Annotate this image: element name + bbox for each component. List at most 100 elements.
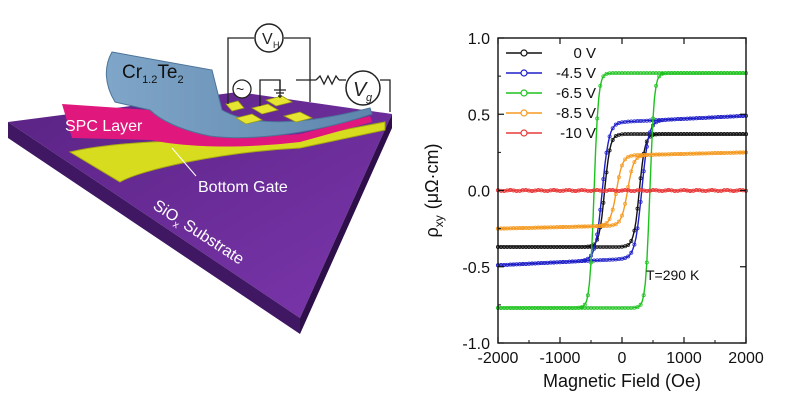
legend: 0 V -4.5 V -6.5 V -8.5 V -10 V: [506, 45, 596, 142]
series-line: [497, 115, 747, 266]
circuit-wires: [227, 37, 391, 112]
data-point: [595, 232, 600, 237]
y-axis-label: ρxy(μΩ·cm): [422, 143, 446, 237]
data-point: [610, 138, 615, 142]
data-point: [582, 302, 587, 307]
legend-marker: [520, 89, 528, 97]
series-line: [498, 151, 746, 230]
data-point: [638, 302, 643, 307]
data-point: [620, 163, 624, 168]
legend-marker: [520, 49, 528, 57]
vg-subscript: g: [366, 92, 373, 104]
data-point: [635, 305, 640, 310]
data-point: [601, 177, 606, 182]
data-point: [607, 216, 612, 221]
x-tick-label: -1000: [540, 350, 581, 367]
data-point: [635, 226, 640, 231]
vh-label: V: [262, 31, 273, 48]
vg-source: [345, 70, 381, 106]
series-line: [498, 72, 746, 309]
series--10V: [496, 188, 748, 193]
data-point: [635, 155, 640, 160]
legend-label: 0 V: [573, 45, 596, 62]
electrodes: [225, 95, 314, 125]
data-point: [623, 157, 628, 162]
data-point: [604, 221, 609, 226]
data-point: [641, 169, 646, 174]
data-point: [598, 83, 603, 88]
vg-label: V: [353, 79, 368, 101]
ac-symbol: ~: [236, 81, 244, 97]
data-point: [644, 260, 649, 265]
x-tick-label: 0: [618, 350, 627, 367]
x-tick-label: -2000: [478, 350, 519, 367]
substrate-side-right: [300, 114, 392, 334]
data-point: [610, 207, 615, 212]
legend-label: -6.5 V: [556, 85, 596, 102]
data-point: [613, 222, 618, 227]
data-point: [607, 134, 612, 139]
x-tick-label: 2000: [728, 350, 764, 367]
data-point: [585, 293, 590, 298]
data-point: [626, 242, 631, 247]
y-tick-label: 0.0: [468, 184, 490, 201]
data-point: [641, 293, 646, 298]
substrate-side-left: [8, 122, 300, 334]
data-point: [629, 169, 634, 174]
legend-marker: [520, 69, 528, 77]
data-point: [654, 83, 659, 88]
data-point: [620, 213, 624, 218]
data-point: [607, 148, 612, 153]
vh-meter: [254, 23, 284, 53]
data-point: [598, 207, 603, 212]
data-point: [601, 74, 606, 79]
data-point: [613, 122, 618, 127]
data-point: [616, 219, 621, 224]
bottom-gate-lead: [171, 147, 197, 177]
data-point: [601, 223, 606, 227]
data-point: [638, 176, 643, 181]
ac-source-icon: [232, 79, 252, 99]
series-line: [497, 189, 747, 192]
legend-label: -10 V: [560, 125, 596, 142]
series-line: [498, 133, 746, 248]
data-point: [582, 258, 587, 263]
crte-film: [105, 51, 373, 139]
data-point: [610, 126, 615, 131]
hall-resistivity-chart: -2000 -1000 0 1000 2000 -1.0 -0.5 0.0 0.5 1.0 0 V…: [422, 31, 764, 391]
y-tick-label: -1.0: [462, 336, 490, 353]
data-point: [604, 150, 609, 155]
legend-marker: [520, 129, 528, 137]
data-point: [613, 134, 618, 139]
data-point: [585, 256, 590, 261]
series--6p5V: [496, 71, 748, 310]
data-point: [623, 256, 628, 260]
y-tick-label: -0.5: [462, 260, 490, 277]
data-point: [629, 239, 634, 243]
y-tick-label: 1.0: [468, 31, 490, 48]
crte-label: Cr1.2Te2: [122, 62, 184, 86]
spc-layer: [62, 104, 372, 147]
x-tick-label: 1000: [666, 350, 702, 367]
legend-marker: [520, 109, 528, 117]
temperature-annotation: T=290 K: [646, 267, 700, 283]
data-point: [632, 228, 637, 233]
spc-layer-label: SPC Layer: [65, 118, 143, 135]
data-point: [638, 199, 643, 204]
data-point: [651, 116, 655, 121]
y-tick-label: 0.5: [468, 107, 490, 124]
data-point: [589, 244, 593, 249]
bottom-gate-label: Bottom Gate: [198, 179, 288, 196]
data-point: [589, 260, 593, 265]
vh-subscript: H: [273, 40, 280, 50]
data-point: [623, 201, 628, 206]
legend-label: -4.5 V: [556, 65, 596, 82]
data-point: [647, 130, 652, 135]
data-point: [632, 160, 637, 165]
data-point: [579, 305, 584, 310]
data-point: [635, 206, 640, 211]
data-point: [595, 116, 600, 121]
data-point: [632, 242, 637, 247]
device-schematic: V H ~ V g Cr1.2Te2 SPC Layer Bottom Gate…: [8, 23, 392, 334]
data-point: [626, 254, 631, 259]
